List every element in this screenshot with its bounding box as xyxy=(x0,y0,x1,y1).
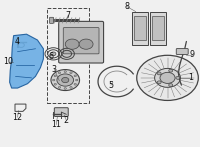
FancyBboxPatch shape xyxy=(59,21,104,63)
Circle shape xyxy=(58,72,61,74)
Circle shape xyxy=(160,72,175,83)
Text: 6: 6 xyxy=(49,52,54,61)
Circle shape xyxy=(62,77,69,83)
Circle shape xyxy=(79,39,93,49)
Circle shape xyxy=(53,79,55,81)
Text: 9: 9 xyxy=(190,50,195,59)
Circle shape xyxy=(137,55,198,100)
Circle shape xyxy=(169,69,173,72)
Text: 5: 5 xyxy=(108,81,113,90)
Text: 11: 11 xyxy=(51,120,61,129)
Circle shape xyxy=(58,86,61,88)
FancyBboxPatch shape xyxy=(152,16,164,40)
Circle shape xyxy=(70,72,72,74)
Circle shape xyxy=(54,75,56,77)
Circle shape xyxy=(74,75,76,77)
FancyBboxPatch shape xyxy=(54,108,68,116)
Text: 2: 2 xyxy=(64,116,69,125)
Polygon shape xyxy=(10,34,43,88)
FancyBboxPatch shape xyxy=(134,16,146,40)
Circle shape xyxy=(64,71,66,72)
Circle shape xyxy=(70,86,72,88)
Text: 10: 10 xyxy=(4,57,14,66)
Circle shape xyxy=(74,83,76,85)
Circle shape xyxy=(65,39,79,49)
Text: 3: 3 xyxy=(52,65,57,74)
FancyBboxPatch shape xyxy=(63,28,99,54)
Circle shape xyxy=(157,72,161,75)
Circle shape xyxy=(54,83,56,85)
Text: 7: 7 xyxy=(66,11,71,20)
FancyBboxPatch shape xyxy=(50,17,54,23)
FancyBboxPatch shape xyxy=(132,12,148,45)
Text: 12: 12 xyxy=(13,113,23,122)
FancyBboxPatch shape xyxy=(176,49,188,54)
Text: 4: 4 xyxy=(15,37,20,46)
Text: 1: 1 xyxy=(188,73,193,82)
Circle shape xyxy=(169,84,173,87)
Circle shape xyxy=(155,68,180,87)
Circle shape xyxy=(51,70,80,91)
Text: 8: 8 xyxy=(124,2,129,11)
Circle shape xyxy=(64,88,66,89)
Circle shape xyxy=(51,52,56,56)
Circle shape xyxy=(76,79,78,81)
Circle shape xyxy=(57,74,74,86)
FancyBboxPatch shape xyxy=(150,12,166,45)
Circle shape xyxy=(157,81,161,84)
Circle shape xyxy=(176,76,180,79)
